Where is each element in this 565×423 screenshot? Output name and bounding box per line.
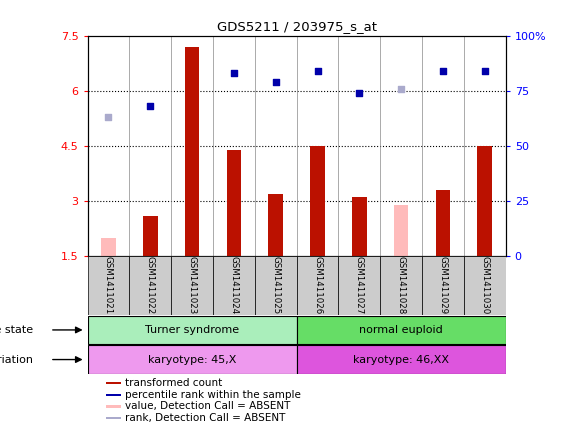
Point [480, 68, 489, 74]
Bar [310, 146, 325, 256]
Bar [297, 256, 338, 315]
Bar [394, 205, 408, 256]
Text: normal euploid: normal euploid [359, 325, 443, 335]
Bar [106, 417, 121, 419]
Text: GSM1411028: GSM1411028 [397, 256, 406, 315]
Bar [106, 405, 121, 407]
Title: GDS5211 / 203975_s_at: GDS5211 / 203975_s_at [216, 20, 377, 33]
Bar [352, 197, 367, 256]
Bar [268, 194, 283, 256]
Text: transformed count: transformed count [125, 378, 222, 388]
Text: karyotype: 46,XX: karyotype: 46,XX [353, 354, 449, 365]
Point [229, 70, 238, 77]
Text: GSM1411023: GSM1411023 [188, 256, 197, 315]
Text: rank, Detection Call = ABSENT: rank, Detection Call = ABSENT [125, 413, 285, 423]
Text: GSM1411022: GSM1411022 [146, 256, 155, 315]
Bar [477, 146, 492, 256]
Text: disease state: disease state [0, 325, 33, 335]
Bar [422, 256, 464, 315]
Bar [297, 316, 506, 344]
Text: GSM1411024: GSM1411024 [229, 256, 238, 315]
Bar [297, 345, 506, 374]
Text: GSM1411026: GSM1411026 [313, 256, 322, 315]
Text: GSM1411021: GSM1411021 [104, 256, 113, 315]
Text: percentile rank within the sample: percentile rank within the sample [125, 390, 301, 400]
Bar [185, 47, 199, 256]
Bar [106, 394, 121, 396]
Bar [436, 190, 450, 256]
Bar [338, 256, 380, 315]
Bar [464, 256, 506, 315]
Text: GSM1411030: GSM1411030 [480, 256, 489, 315]
Point [355, 90, 364, 96]
Bar [88, 345, 297, 374]
Bar [213, 256, 255, 315]
Text: GSM1411029: GSM1411029 [438, 256, 447, 315]
Bar [380, 256, 422, 315]
Bar [101, 238, 116, 256]
Point [438, 68, 447, 74]
Bar [227, 150, 241, 256]
Text: GSM1411025: GSM1411025 [271, 256, 280, 315]
Point [397, 85, 406, 92]
Point [313, 68, 322, 74]
Point [146, 103, 155, 110]
Bar [171, 256, 213, 315]
Bar [88, 256, 129, 315]
Bar [255, 256, 297, 315]
Text: genotype/variation: genotype/variation [0, 354, 33, 365]
Text: karyotype: 45,X: karyotype: 45,X [148, 354, 236, 365]
Point [104, 114, 113, 121]
Point [271, 79, 280, 85]
Text: value, Detection Call = ABSENT: value, Detection Call = ABSENT [125, 401, 290, 412]
Bar [106, 382, 121, 384]
Bar [143, 216, 158, 256]
Bar [129, 256, 171, 315]
Text: Turner syndrome: Turner syndrome [145, 325, 239, 335]
Text: GSM1411027: GSM1411027 [355, 256, 364, 315]
Bar [88, 316, 297, 344]
